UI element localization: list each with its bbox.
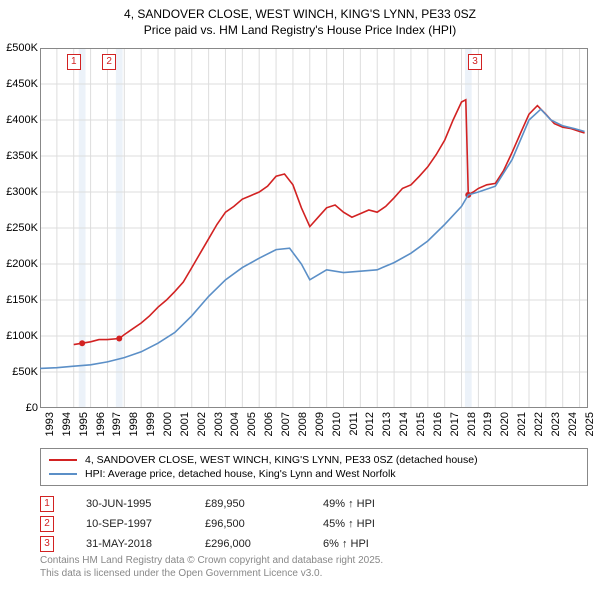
y-tick-label: £350K [6,150,38,162]
sale-price: £89,950 [205,498,315,510]
footer-line-2: This data is licensed under the Open Gov… [40,567,383,580]
x-tick-label: 2019 [482,412,494,436]
x-tick-label: 1996 [95,412,107,436]
x-tick-label: 2013 [381,412,393,436]
sale-marker-box: 1 [67,54,81,70]
x-tick-label: 2010 [331,412,343,436]
x-tick-label: 1999 [145,412,157,436]
legend-item: HPI: Average price, detached house, King… [49,467,579,481]
x-tick-label: 2008 [297,412,309,436]
x-tick-label: 2024 [567,412,579,436]
footer: Contains HM Land Registry data © Crown c… [40,554,383,580]
sale-price: £296,000 [205,538,315,550]
x-tick-label: 1994 [61,412,73,436]
y-tick-label: £50K [12,366,38,378]
title-line-1: 4, SANDOVER CLOSE, WEST WINCH, KING'S LY… [0,6,600,22]
chart-svg [40,48,588,408]
sale-date: 30-JUN-1995 [62,498,197,510]
x-tick-label: 2007 [280,412,292,436]
sale-diff: 45% ↑ HPI [323,518,588,530]
legend-label: 4, SANDOVER CLOSE, WEST WINCH, KING'S LY… [85,454,478,466]
x-tick-label: 1993 [44,412,56,436]
y-tick-label: £100K [6,330,38,342]
sale-marker-icon: 1 [40,496,54,512]
chart-container: 4, SANDOVER CLOSE, WEST WINCH, KING'S LY… [0,0,600,590]
legend: 4, SANDOVER CLOSE, WEST WINCH, KING'S LY… [40,448,588,486]
legend-swatch [49,473,77,475]
legend-item: 4, SANDOVER CLOSE, WEST WINCH, KING'S LY… [49,453,579,467]
x-tick-label: 2009 [314,412,326,436]
footer-line-1: Contains HM Land Registry data © Crown c… [40,554,383,567]
y-tick-label: £400K [6,114,38,126]
y-tick-label: £150K [6,294,38,306]
x-tick-label: 2023 [550,412,562,436]
sale-date: 10-SEP-1997 [62,518,197,530]
x-tick-label: 1998 [128,412,140,436]
y-tick-label: £0 [26,402,38,414]
x-tick-label: 2017 [449,412,461,436]
x-tick-label: 2022 [533,412,545,436]
x-tick-label: 2004 [229,412,241,436]
y-tick-label: £200K [6,258,38,270]
y-tick-label: £300K [6,186,38,198]
table-row: 3 31-MAY-2018 £296,000 6% ↑ HPI [40,534,588,554]
y-tick-label: £500K [6,42,38,54]
x-tick-label: 1997 [111,412,123,436]
legend-label: HPI: Average price, detached house, King… [85,468,396,480]
x-tick-label: 2011 [348,412,360,436]
x-tick-label: 1995 [78,412,90,436]
sale-marker-icon: 2 [40,516,54,532]
y-tick-label: £450K [6,78,38,90]
x-tick-label: 2012 [364,412,376,436]
x-tick-label: 2003 [213,412,225,436]
x-tick-label: 2016 [432,412,444,436]
x-tick-label: 2005 [246,412,258,436]
y-tick-label: £250K [6,222,38,234]
x-tick-label: 2014 [398,412,410,436]
sales-table: 1 30-JUN-1995 £89,950 49% ↑ HPI 2 10-SEP… [40,494,588,554]
x-tick-label: 2015 [415,412,427,436]
chart-title: 4, SANDOVER CLOSE, WEST WINCH, KING'S LY… [0,0,600,38]
table-row: 2 10-SEP-1997 £96,500 45% ↑ HPI [40,514,588,534]
sale-diff: 6% ↑ HPI [323,538,588,550]
x-tick-label: 2021 [516,412,528,436]
legend-swatch [49,459,77,461]
table-row: 1 30-JUN-1995 £89,950 49% ↑ HPI [40,494,588,514]
sale-marker-box: 3 [468,54,482,70]
sale-diff: 49% ↑ HPI [323,498,588,510]
sale-marker-icon: 3 [40,536,54,552]
sale-marker-box: 2 [102,54,116,70]
x-tick-label: 2001 [179,412,191,436]
sale-price: £96,500 [205,518,315,530]
x-tick-label: 2020 [499,412,511,436]
title-line-2: Price paid vs. HM Land Registry's House … [0,22,600,38]
x-tick-label: 2018 [466,412,478,436]
x-tick-label: 2000 [162,412,174,436]
sale-date: 31-MAY-2018 [62,538,197,550]
x-tick-label: 2006 [263,412,275,436]
x-tick-label: 2025 [584,412,596,436]
x-tick-label: 2002 [196,412,208,436]
plot-area [40,48,588,408]
